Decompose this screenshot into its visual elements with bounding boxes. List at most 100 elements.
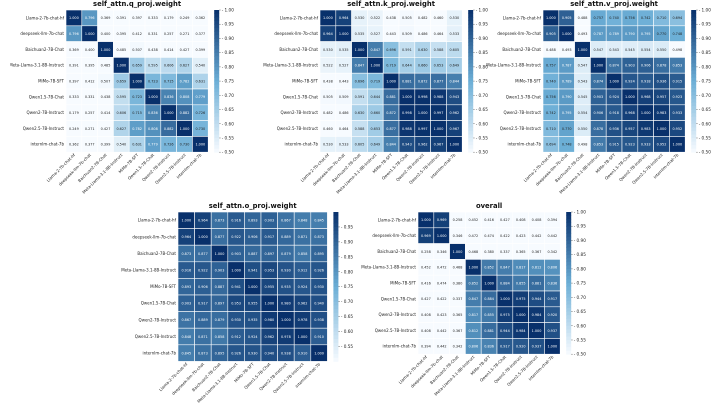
colorbar-segment [691,70,697,75]
colorbar-segment [566,233,572,238]
cell-value-label: 0.998 [418,95,428,99]
colorbar-segment [566,212,572,216]
colorbar-tick-label: - 0.75 [222,79,235,84]
cell-value-label: 0.756 [625,16,635,20]
cell-value-label: 1.000 [657,127,667,131]
cell-value-label: 0.962 [298,302,308,306]
colorbar-segment [566,236,572,241]
colorbar-segment [214,98,220,103]
colorbar-tick-label: - 1.00 [476,8,489,13]
cell-value-label: 0.917 [198,302,208,306]
row-tick-label: Llama-2-7b-chat-hf [503,15,542,20]
cell-value-label: 0.630 [418,48,428,52]
cell-value-label: 0.936 [609,127,619,131]
cell-value-label: 1.000 [101,48,111,52]
cell-value-label: 0.605 [449,48,459,52]
colorbar-segment [691,77,697,82]
colorbar-segment [468,84,474,89]
cell-value-label: 0.715 [132,111,142,115]
colorbar-segment [566,307,572,312]
cell-value-label: 0.853 [593,143,603,147]
cell-value-label: 0.422 [437,297,447,301]
cell-value-label: 0.460 [323,127,333,131]
cell-value-label: 1.000 [180,127,190,131]
cell-value-label: 0.346 [437,250,447,254]
cell-value-label: 0.416 [421,281,431,285]
colorbar-segment [333,226,339,232]
cell-value-label: 0.881 [532,281,542,285]
colorbar-segment [333,230,339,235]
cell-value-label: 0.936 [657,79,667,83]
colorbar-tick-label: - 0.55 [341,344,354,349]
cell-value-label: 1.000 [437,234,447,238]
cell-value-label: 0.423 [437,313,447,317]
cell-value-label: 0.438 [386,16,396,20]
cell-value-label: 0.952 [672,127,682,131]
colorbar-segment [691,134,697,139]
cell-value-label: 0.748 [562,143,572,147]
cell-value-label: 0.978 [298,318,308,322]
cell-value-label: 0.416 [484,218,494,222]
colorbar-segment [566,283,572,288]
cell-value-label: 0.630 [355,111,365,115]
heatmap-panel: self_attn.q_proj.weight 1.000 0.796 0.369 0.… [10,0,241,200]
cell-value-label: 0.331 [148,32,158,36]
heatmap-svg: 1.000 0.905 0.488 0.757 0.740 0.756 0.742 0.710… [486,8,712,195]
colorbar-segment [468,41,474,46]
colorbar-segment [566,318,572,323]
cell-value-label: 0.910 [314,335,324,339]
cell-value-label: 0.438 [101,95,111,99]
cell-value-label: 0.591 [402,48,412,52]
colorbar-segment [566,300,572,305]
cell-value-label: 0.779 [195,95,205,99]
cell-value-label: 0.660 [418,64,428,68]
cell-value-label: 0.903 [625,64,635,68]
cell-value-label: 0.653 [434,64,444,68]
cell-value-label: 0.980 [281,302,291,306]
column-tick-label: Qwen2-7B-Instruct [493,354,523,384]
cell-value-label: 1.000 [421,218,431,222]
row-tick-label: Llama-2-7b-chat-hf [138,218,177,223]
cell-value-label: 1.000 [85,32,95,36]
cell-value-label: 0.953 [264,268,274,272]
colorbar-segment [566,215,572,220]
colorbar-segment [214,49,220,54]
colorbar-segment [333,253,339,258]
colorbar-tick-label: - 0.85 [476,50,489,55]
cell-value-label: 0.855 [516,281,526,285]
cell-value-label: 0.460 [434,16,444,20]
cell-value-label: 0.920 [547,313,557,317]
cell-value-label: 0.905 [546,32,556,36]
row-tick-label: Qwen2.5-7B-Instruct [500,126,542,131]
colorbar-segment [566,268,572,273]
cell-value-label: 0.545 [578,95,588,99]
colorbar-segment [691,66,697,71]
cell-value-label: 0.872 [418,79,428,83]
colorbar-segment [214,56,220,61]
cell-value-label: 0.530 [355,16,365,20]
cell-value-label: 0.554 [641,48,651,52]
colorbar-segment [333,297,339,303]
cell-value-label: 0.881 [386,95,396,99]
cell-value-label: 0.997 [434,111,444,115]
cell-value-label: 1.000 [215,252,225,256]
colorbar-segment [691,52,697,57]
colorbar-segment [566,240,572,245]
cell-value-label: 0.530 [323,143,333,147]
cell-value-label: 1.000 [562,32,572,36]
cell-value-label: 0.916 [231,219,241,223]
heatmap-panel: self_attn.v_proj.weight 1.000 0.905 0.488 0.… [476,0,718,200]
cell-value-label: 0.957 [657,95,667,99]
colorbar-segment [333,234,339,239]
colorbar-tick-label: - 0.70 [476,93,489,98]
cell-value-label: 0.412 [132,32,142,36]
colorbar-segment [468,52,474,57]
row-tick-label: Baichuan2-7B-Chat [137,251,176,256]
colorbar-tick-label: - 0.90 [699,36,712,41]
cell-value-label: 0.468 [468,250,478,254]
cell-value-label: 0.879 [215,318,225,322]
row-tick-label: Qwen2-7B-Instruct [281,110,319,115]
cell-value-label: 0.696 [355,79,365,83]
row-tick-label: Baichuan2-7B-Chat [25,47,64,52]
cell-value-label: 1.000 [339,32,349,36]
